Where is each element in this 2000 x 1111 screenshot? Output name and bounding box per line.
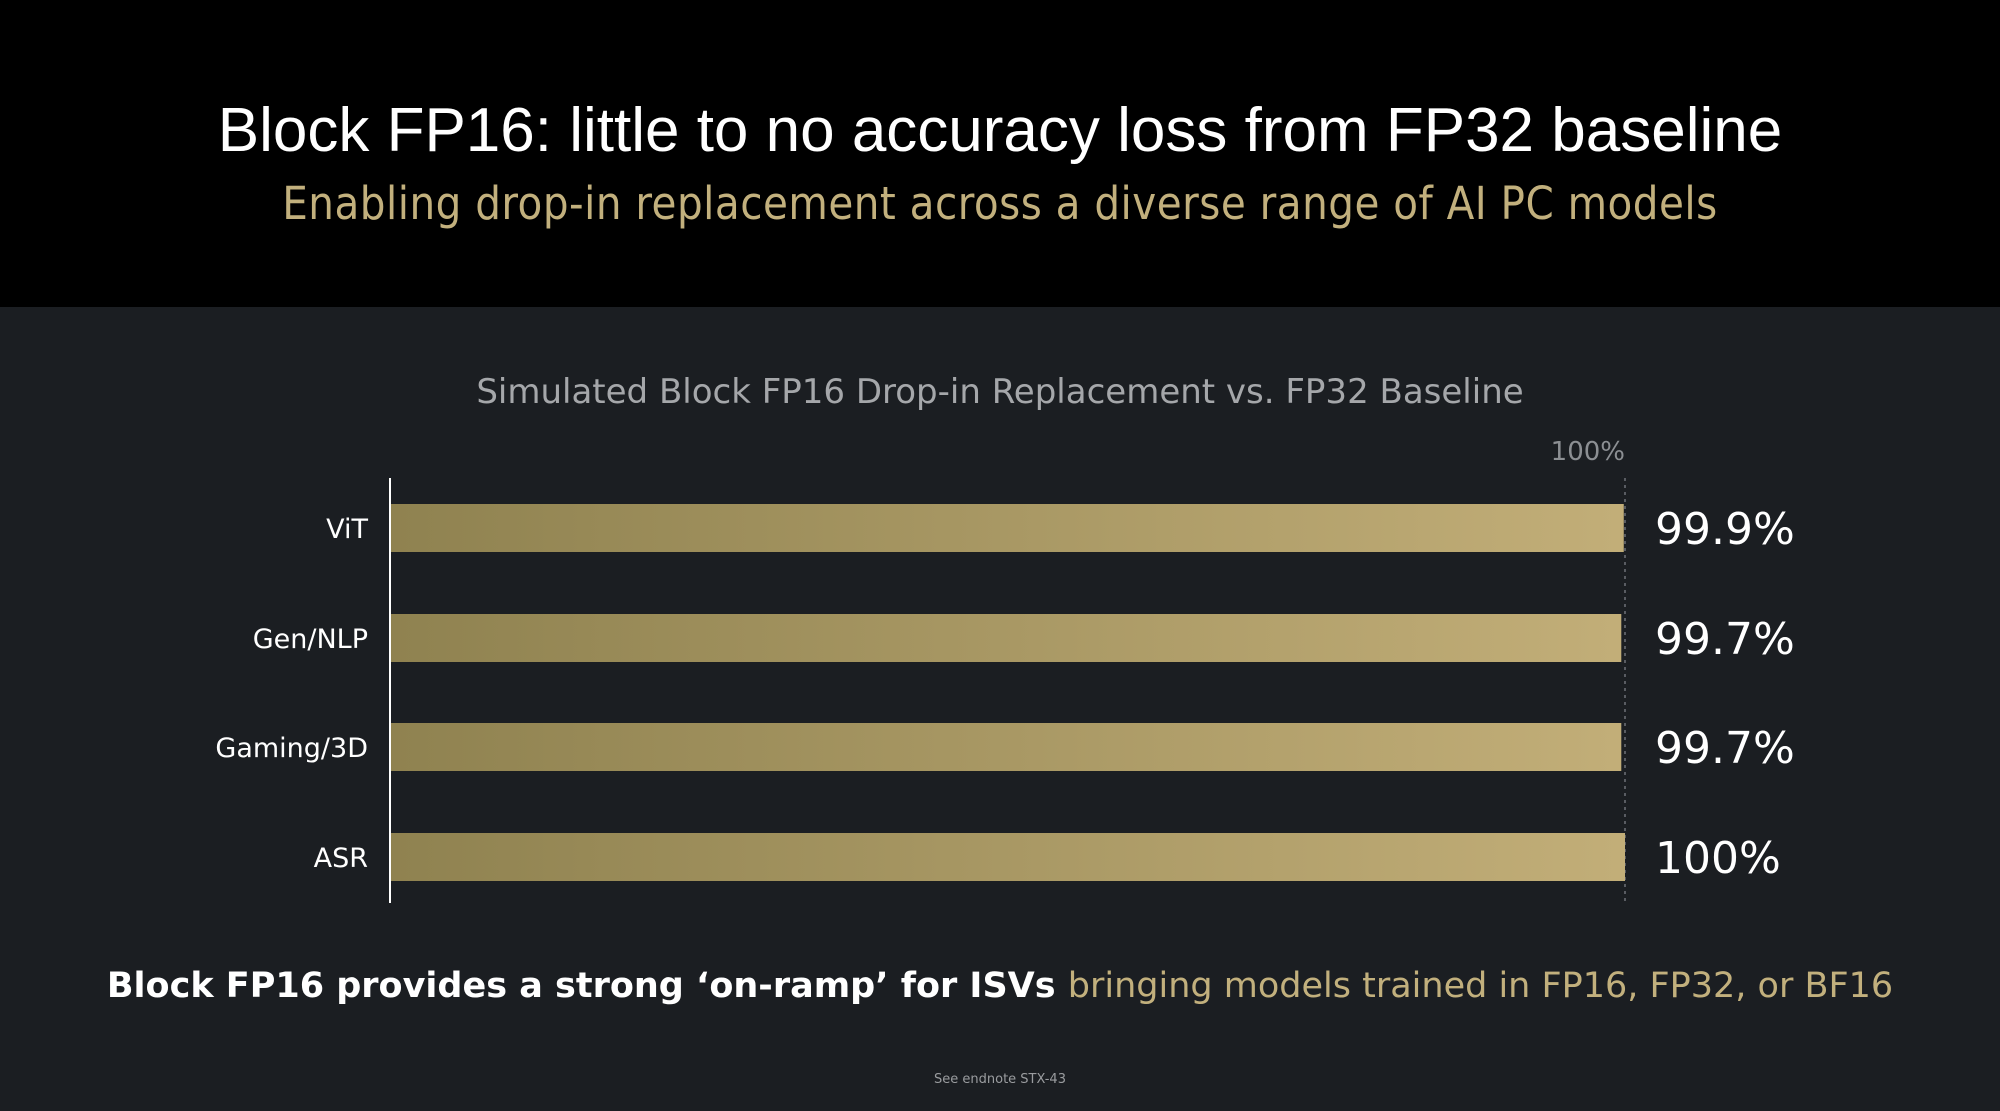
bar (390, 614, 1622, 662)
footer-bold-text: Block FP16 provides a strong ‘on-ramp’ f… (106, 966, 1068, 1006)
data-label: 99.7% (1655, 614, 1795, 665)
bar (390, 504, 1624, 552)
footer-accent-text: bringing models trained in FP16, FP32, o… (1067, 966, 1894, 1006)
data-label: 100% (1655, 833, 1781, 884)
data-label: 99.7% (1655, 723, 1795, 774)
category-label: ViT (326, 514, 368, 545)
endnote: See endnote STX-43 (934, 1072, 1066, 1087)
category-label: Gaming/3D (215, 733, 368, 764)
category-label: Gen/NLP (253, 624, 368, 655)
header-band: Block FP16: little to no accuracy loss f… (0, 0, 2000, 307)
bar (390, 723, 1622, 771)
reference-label: 100% (1551, 437, 1625, 467)
data-label: 99.9% (1655, 504, 1795, 555)
bar-chart: 100% ViT 99.9% Gen/NLP 99.7% Gaming/3D 99.7% AS… (215, 437, 1795, 903)
footer-statement: Block FP16 provides a strong ‘on-ramp’ f… (0, 963, 2000, 1009)
bar (390, 833, 1625, 881)
page-subtitle: Enabling drop-in replacement across a di… (282, 177, 1718, 230)
page-title: Block FP16: little to no accuracy loss f… (217, 96, 1783, 165)
chart-title: Simulated Block FP16 Drop-in Replacement… (476, 372, 1524, 412)
category-label: ASR (314, 843, 368, 874)
chart-area: Simulated Block FP16 Drop-in Replacement… (0, 360, 2000, 920)
